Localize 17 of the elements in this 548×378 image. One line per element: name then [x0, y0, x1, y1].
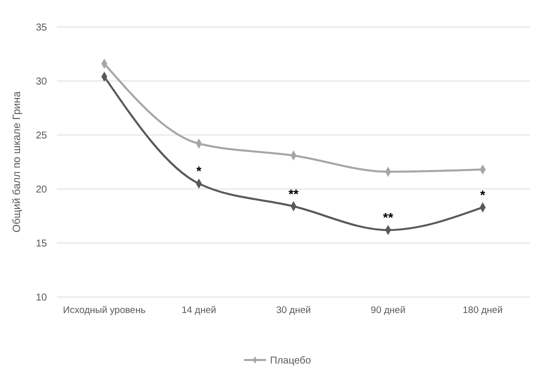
- annotation: **: [383, 210, 394, 226]
- y-tick-label: 25: [36, 130, 48, 142]
- x-tick-label: 180 дней: [462, 305, 503, 316]
- y-tick-label: 35: [36, 22, 48, 34]
- x-tick-label: 14 дней: [182, 305, 216, 316]
- y-tick-label: 10: [36, 292, 48, 304]
- x-tick-label: 30 дней: [276, 305, 311, 316]
- annotation: *: [480, 187, 486, 202]
- legend-label: Плацебо: [270, 356, 312, 366]
- y-tick-label: 15: [36, 238, 48, 250]
- annotation: *: [196, 164, 202, 179]
- y-axis-title: Общий балл по шкале Грина: [11, 91, 23, 233]
- y-tick-label: 30: [36, 76, 48, 88]
- y-tick-label: 20: [36, 184, 48, 196]
- annotation: **: [288, 186, 300, 202]
- x-tick-label: 90 дней: [370, 305, 406, 316]
- x-tick-label: Исходный уровень: [63, 305, 146, 316]
